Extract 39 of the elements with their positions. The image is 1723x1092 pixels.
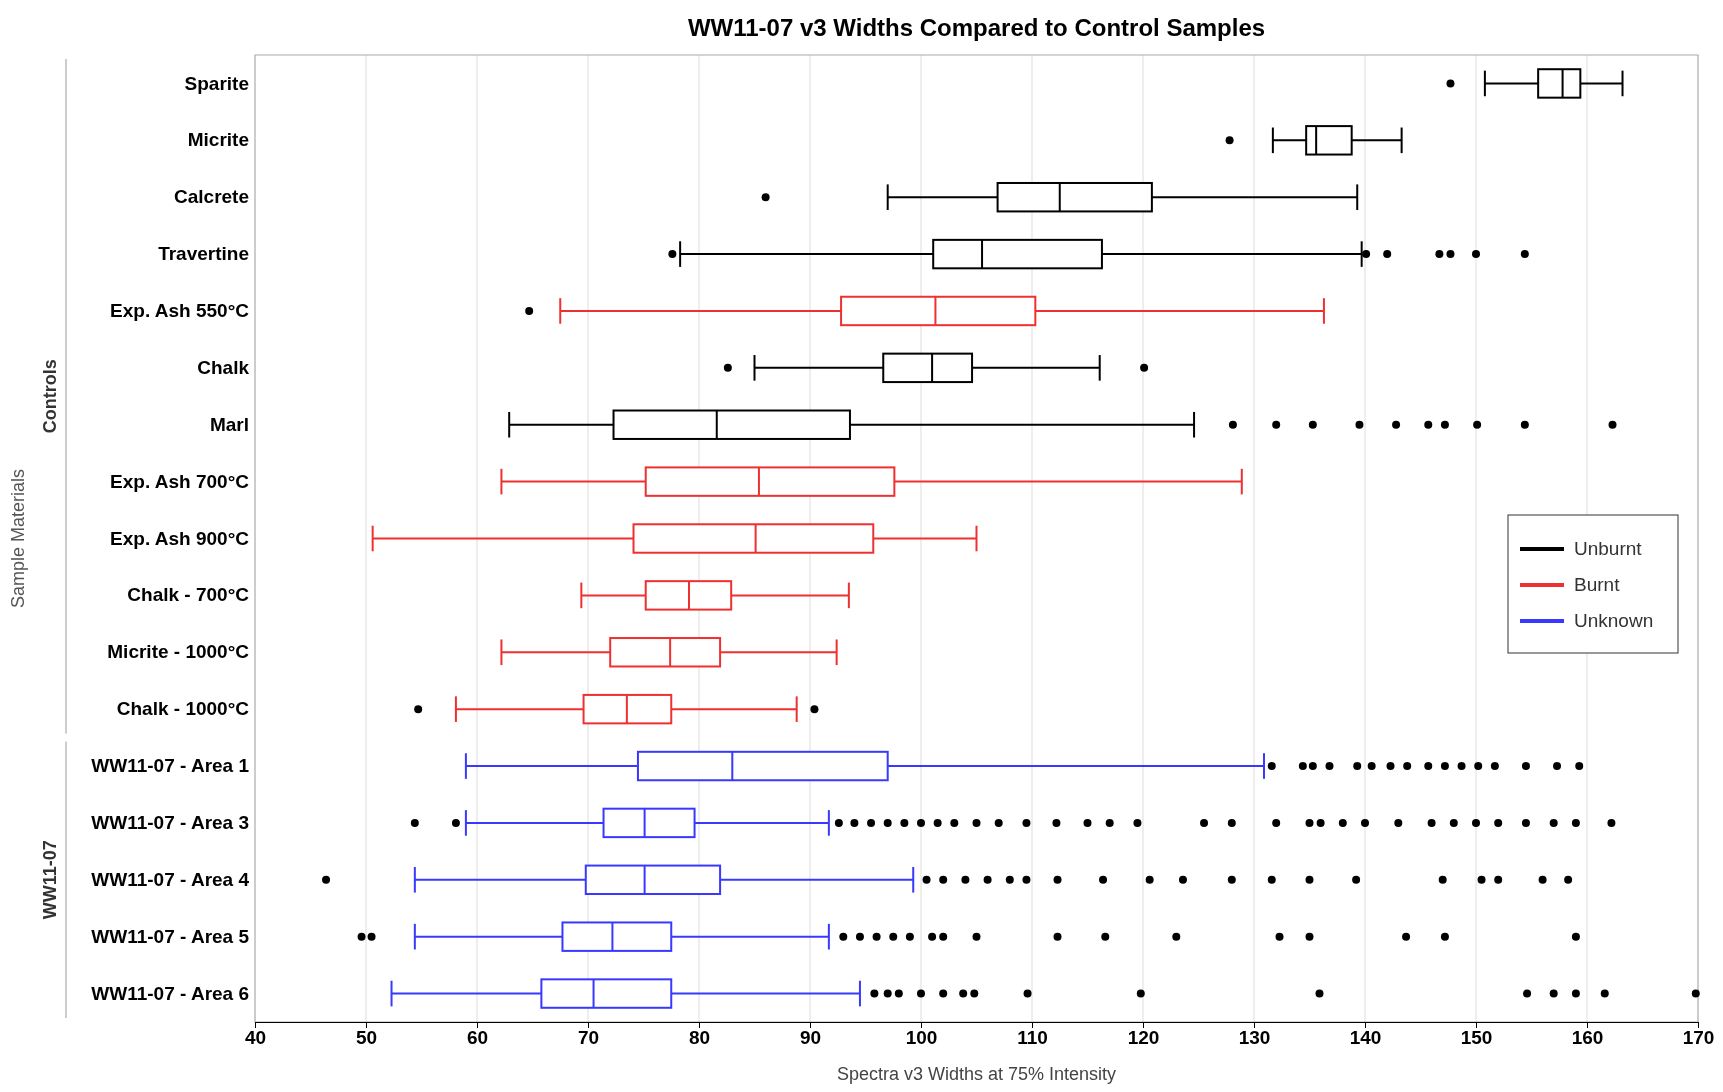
x-tick-label: 120	[1127, 1027, 1160, 1049]
x-tick-label: 170	[1682, 1027, 1715, 1049]
y-tick-label: Exp. Ash 700°C	[110, 470, 250, 492]
y-tick-label: Micrite	[187, 129, 249, 151]
x-tick-label: 140	[1349, 1027, 1382, 1049]
x-tick-label: 80	[688, 1027, 711, 1049]
x-tick-label: 130	[1238, 1027, 1271, 1049]
y-tick-label: Calcrete	[174, 186, 249, 208]
x-tick-label: 160	[1571, 1027, 1604, 1049]
x-tick-label: 40	[244, 1027, 267, 1049]
legend-label: Unburnt	[1574, 538, 1643, 559]
y-tick-label: Travertine	[158, 243, 249, 265]
y-tick-label: Sparite	[184, 72, 249, 94]
y-tick-label: WW11-07 - Area 1	[91, 755, 250, 777]
text: WW11-07	[40, 840, 60, 920]
text: Controls	[40, 359, 60, 434]
y-tick-label: Marl	[209, 413, 249, 435]
y-tick-label: Exp. Ash 550°C	[110, 300, 250, 322]
x-tick-label: 150	[1460, 1027, 1493, 1049]
y-tick-label: WW11-07 - Area 4	[91, 868, 250, 890]
y-tick-label: Exp. Ash 900°C	[110, 527, 250, 549]
x-tick-label: 50	[355, 1027, 378, 1049]
y-tick-label: WW11-07 - Area 6	[91, 982, 249, 1004]
x-tick-label: 90	[799, 1027, 822, 1049]
y-tick-label: WW11-07 - Area 3	[91, 811, 249, 833]
chart-title: WW11-07 v3 Widths Compared to Control Samples	[687, 14, 1266, 41]
x-tick-label: 100	[905, 1027, 938, 1049]
y-tick-label: Chalk - 1000°C	[116, 698, 250, 720]
x-tick-label: 60	[466, 1027, 489, 1049]
x-axis-title: Spectra v3 Widths at 75% Intensity	[836, 1064, 1117, 1084]
y-tick-label: Chalk - 700°C	[127, 584, 250, 606]
x-tick-label: 70	[577, 1027, 600, 1049]
legend-label: Unknown	[1574, 610, 1654, 631]
legend-label: Burnt	[1574, 574, 1621, 595]
y-tick-label: Chalk	[197, 356, 250, 378]
y-tick-label: WW11-07 - Area 5	[91, 925, 250, 947]
x-tick-label: 110	[1017, 1027, 1048, 1049]
y-axis-title: Sample Materials	[8, 468, 28, 609]
y-tick-label: Micrite - 1000°C	[107, 641, 250, 663]
